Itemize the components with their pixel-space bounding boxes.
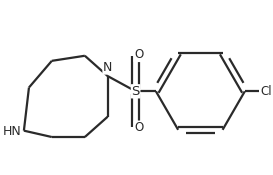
Text: N: N [103, 61, 112, 74]
Text: O: O [134, 121, 143, 134]
Text: O: O [134, 48, 143, 61]
Text: HN: HN [3, 125, 21, 138]
Text: Cl: Cl [260, 85, 272, 98]
Text: S: S [131, 85, 140, 98]
